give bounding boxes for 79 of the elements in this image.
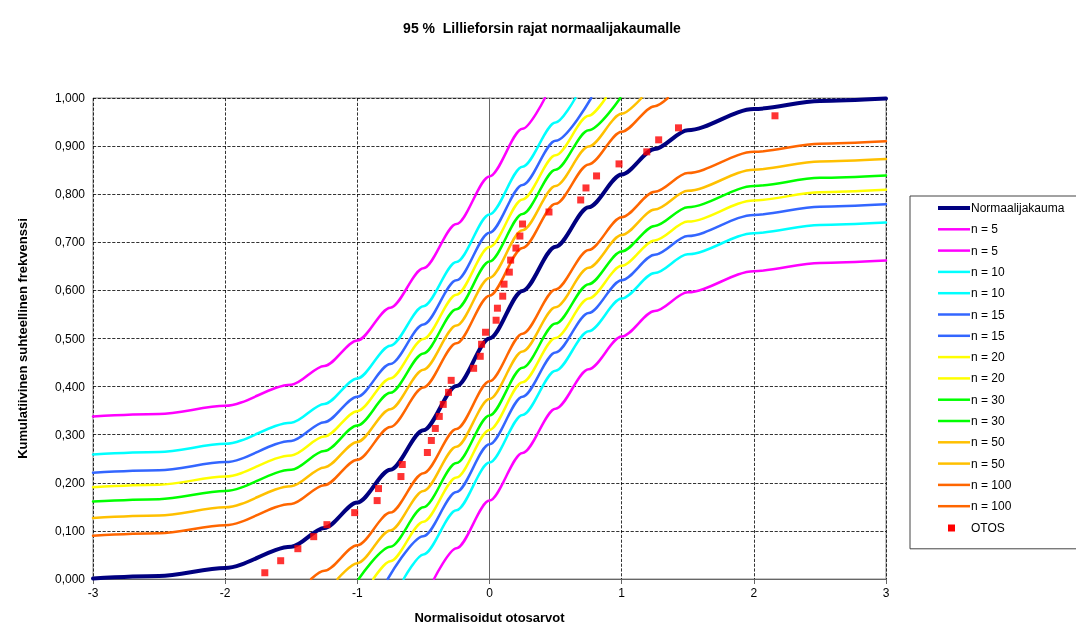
y-tick-label: 0,400	[54, 379, 86, 394]
y-tick-label: 0,300	[54, 427, 86, 442]
point	[643, 148, 651, 156]
legend-label: n = 5	[971, 243, 999, 258]
legend-label: n = 50	[971, 456, 1006, 471]
point	[294, 545, 302, 553]
point	[439, 400, 447, 408]
y-tick-label: 1,000	[54, 91, 86, 105]
x-tick-label: -2	[219, 586, 231, 600]
legend-label: n = 20	[971, 350, 1006, 365]
legend-label: n = 15	[971, 307, 1006, 322]
legend-label: n = 50	[971, 435, 1006, 450]
y-tick-label: 0,900	[54, 139, 86, 154]
x-axis-title: Normalisoidut otosarvot	[414, 610, 566, 625]
point	[499, 292, 507, 300]
legend-label: n = 30	[971, 392, 1006, 407]
point	[261, 569, 269, 577]
point	[545, 208, 553, 216]
legend-label: n = 5	[971, 222, 999, 237]
legend-label: OTOS	[971, 520, 1005, 535]
y-tick-label: 0,100	[54, 523, 86, 538]
point	[482, 328, 490, 336]
legend-label: n = 15	[971, 328, 1006, 343]
x-tick-label: 3	[882, 586, 890, 600]
point	[277, 557, 285, 565]
point	[507, 256, 515, 264]
point	[374, 485, 382, 493]
point	[373, 497, 381, 505]
x-tick-label: 0	[486, 586, 494, 600]
legend-label: n = 20	[971, 371, 1006, 386]
point	[516, 232, 524, 240]
point	[577, 196, 585, 204]
point	[512, 244, 520, 252]
point	[323, 521, 331, 529]
point	[771, 112, 779, 120]
point	[351, 509, 359, 517]
point	[447, 376, 455, 384]
point	[476, 352, 484, 360]
point	[470, 364, 478, 372]
point	[435, 412, 443, 420]
point	[505, 268, 513, 276]
point	[582, 184, 590, 192]
point	[397, 473, 405, 481]
x-tick-label: -3	[87, 586, 99, 600]
y-tick-label: 0,800	[54, 187, 86, 202]
legend-label: n = 100	[971, 499, 1012, 514]
y-axis-title: Kumulatiivinen suhteellinen frekvenssi	[15, 218, 30, 459]
line-series	[91, 96, 888, 581]
point	[519, 220, 527, 228]
point	[492, 316, 500, 324]
x-tick-label: 1	[618, 586, 626, 600]
chart-title: 95 % Lillieforsin rajat normaalijakaumalle	[403, 20, 682, 36]
legend-label: Normaalijakauma	[971, 201, 1065, 215]
point	[493, 304, 501, 312]
line-series	[432, 259, 888, 581]
x-tick-label: -1	[352, 586, 363, 600]
point	[593, 172, 601, 180]
y-tick-label: 0,000	[54, 572, 86, 586]
line-series	[91, 96, 547, 418]
y-tick-label: 0,700	[54, 235, 86, 250]
point	[427, 436, 435, 444]
point	[445, 388, 453, 396]
point	[675, 124, 682, 132]
legend-label: n = 30	[971, 414, 1006, 428]
point	[500, 280, 508, 288]
point	[478, 340, 486, 348]
legend-label: n = 100	[971, 477, 1012, 492]
y-tick-label: 0,600	[54, 283, 86, 298]
point	[398, 461, 406, 469]
legend-label: n = 10	[971, 286, 1006, 301]
point	[615, 160, 623, 168]
point	[423, 449, 431, 456]
legend-label: n = 10	[971, 264, 1006, 279]
y-tick-label: 0,200	[54, 475, 86, 490]
y-tick-label: 0,500	[54, 331, 86, 346]
point	[431, 424, 439, 432]
x-tick-label: 2	[750, 586, 758, 600]
point	[310, 533, 318, 541]
point	[655, 136, 663, 144]
